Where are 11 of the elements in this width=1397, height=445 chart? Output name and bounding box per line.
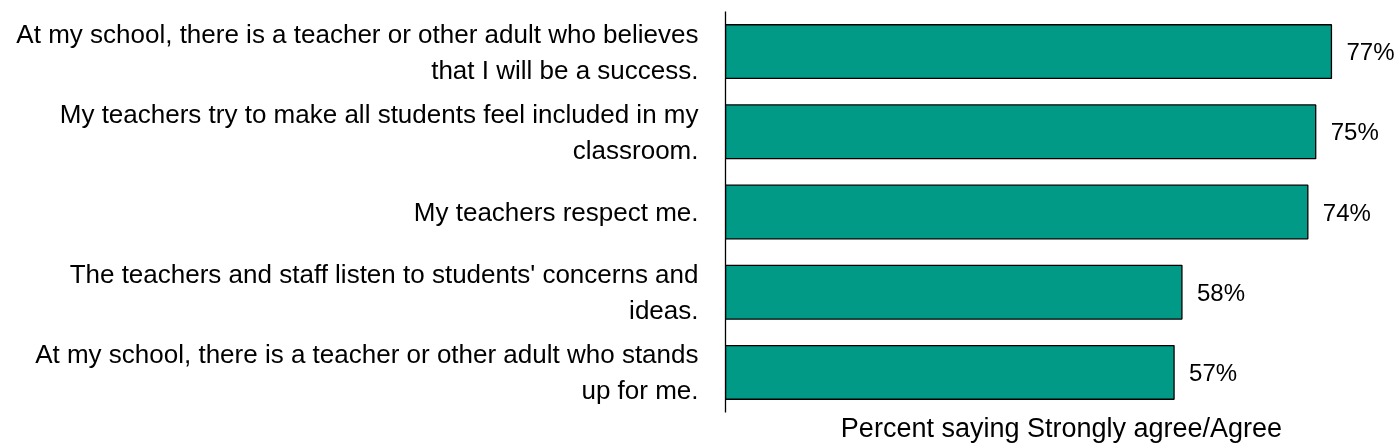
y-tick-label: My teachers respect me. (413, 197, 699, 227)
x-axis-title: Percent saying Strongly agree/Agree (840, 412, 1283, 443)
y-tick-label: At my school, there is a teacher or other adult who believes that I will be a success. (16, 18, 699, 85)
data-label: 58% (1196, 278, 1245, 306)
data-label: 74% (1322, 198, 1371, 226)
y-tick-label: At my school, there is a teacher or other adult who stands up for me. (35, 339, 699, 406)
y-tick-label: The teachers and staff listen to students' concerns and ideas. (69, 259, 699, 326)
data-label: 75% (1330, 118, 1379, 146)
data-label: 77% (1346, 38, 1395, 66)
y-tick-label: My teachers try to make all students feel included in my classroom. (59, 98, 699, 165)
data-label: 57% (1189, 358, 1238, 386)
